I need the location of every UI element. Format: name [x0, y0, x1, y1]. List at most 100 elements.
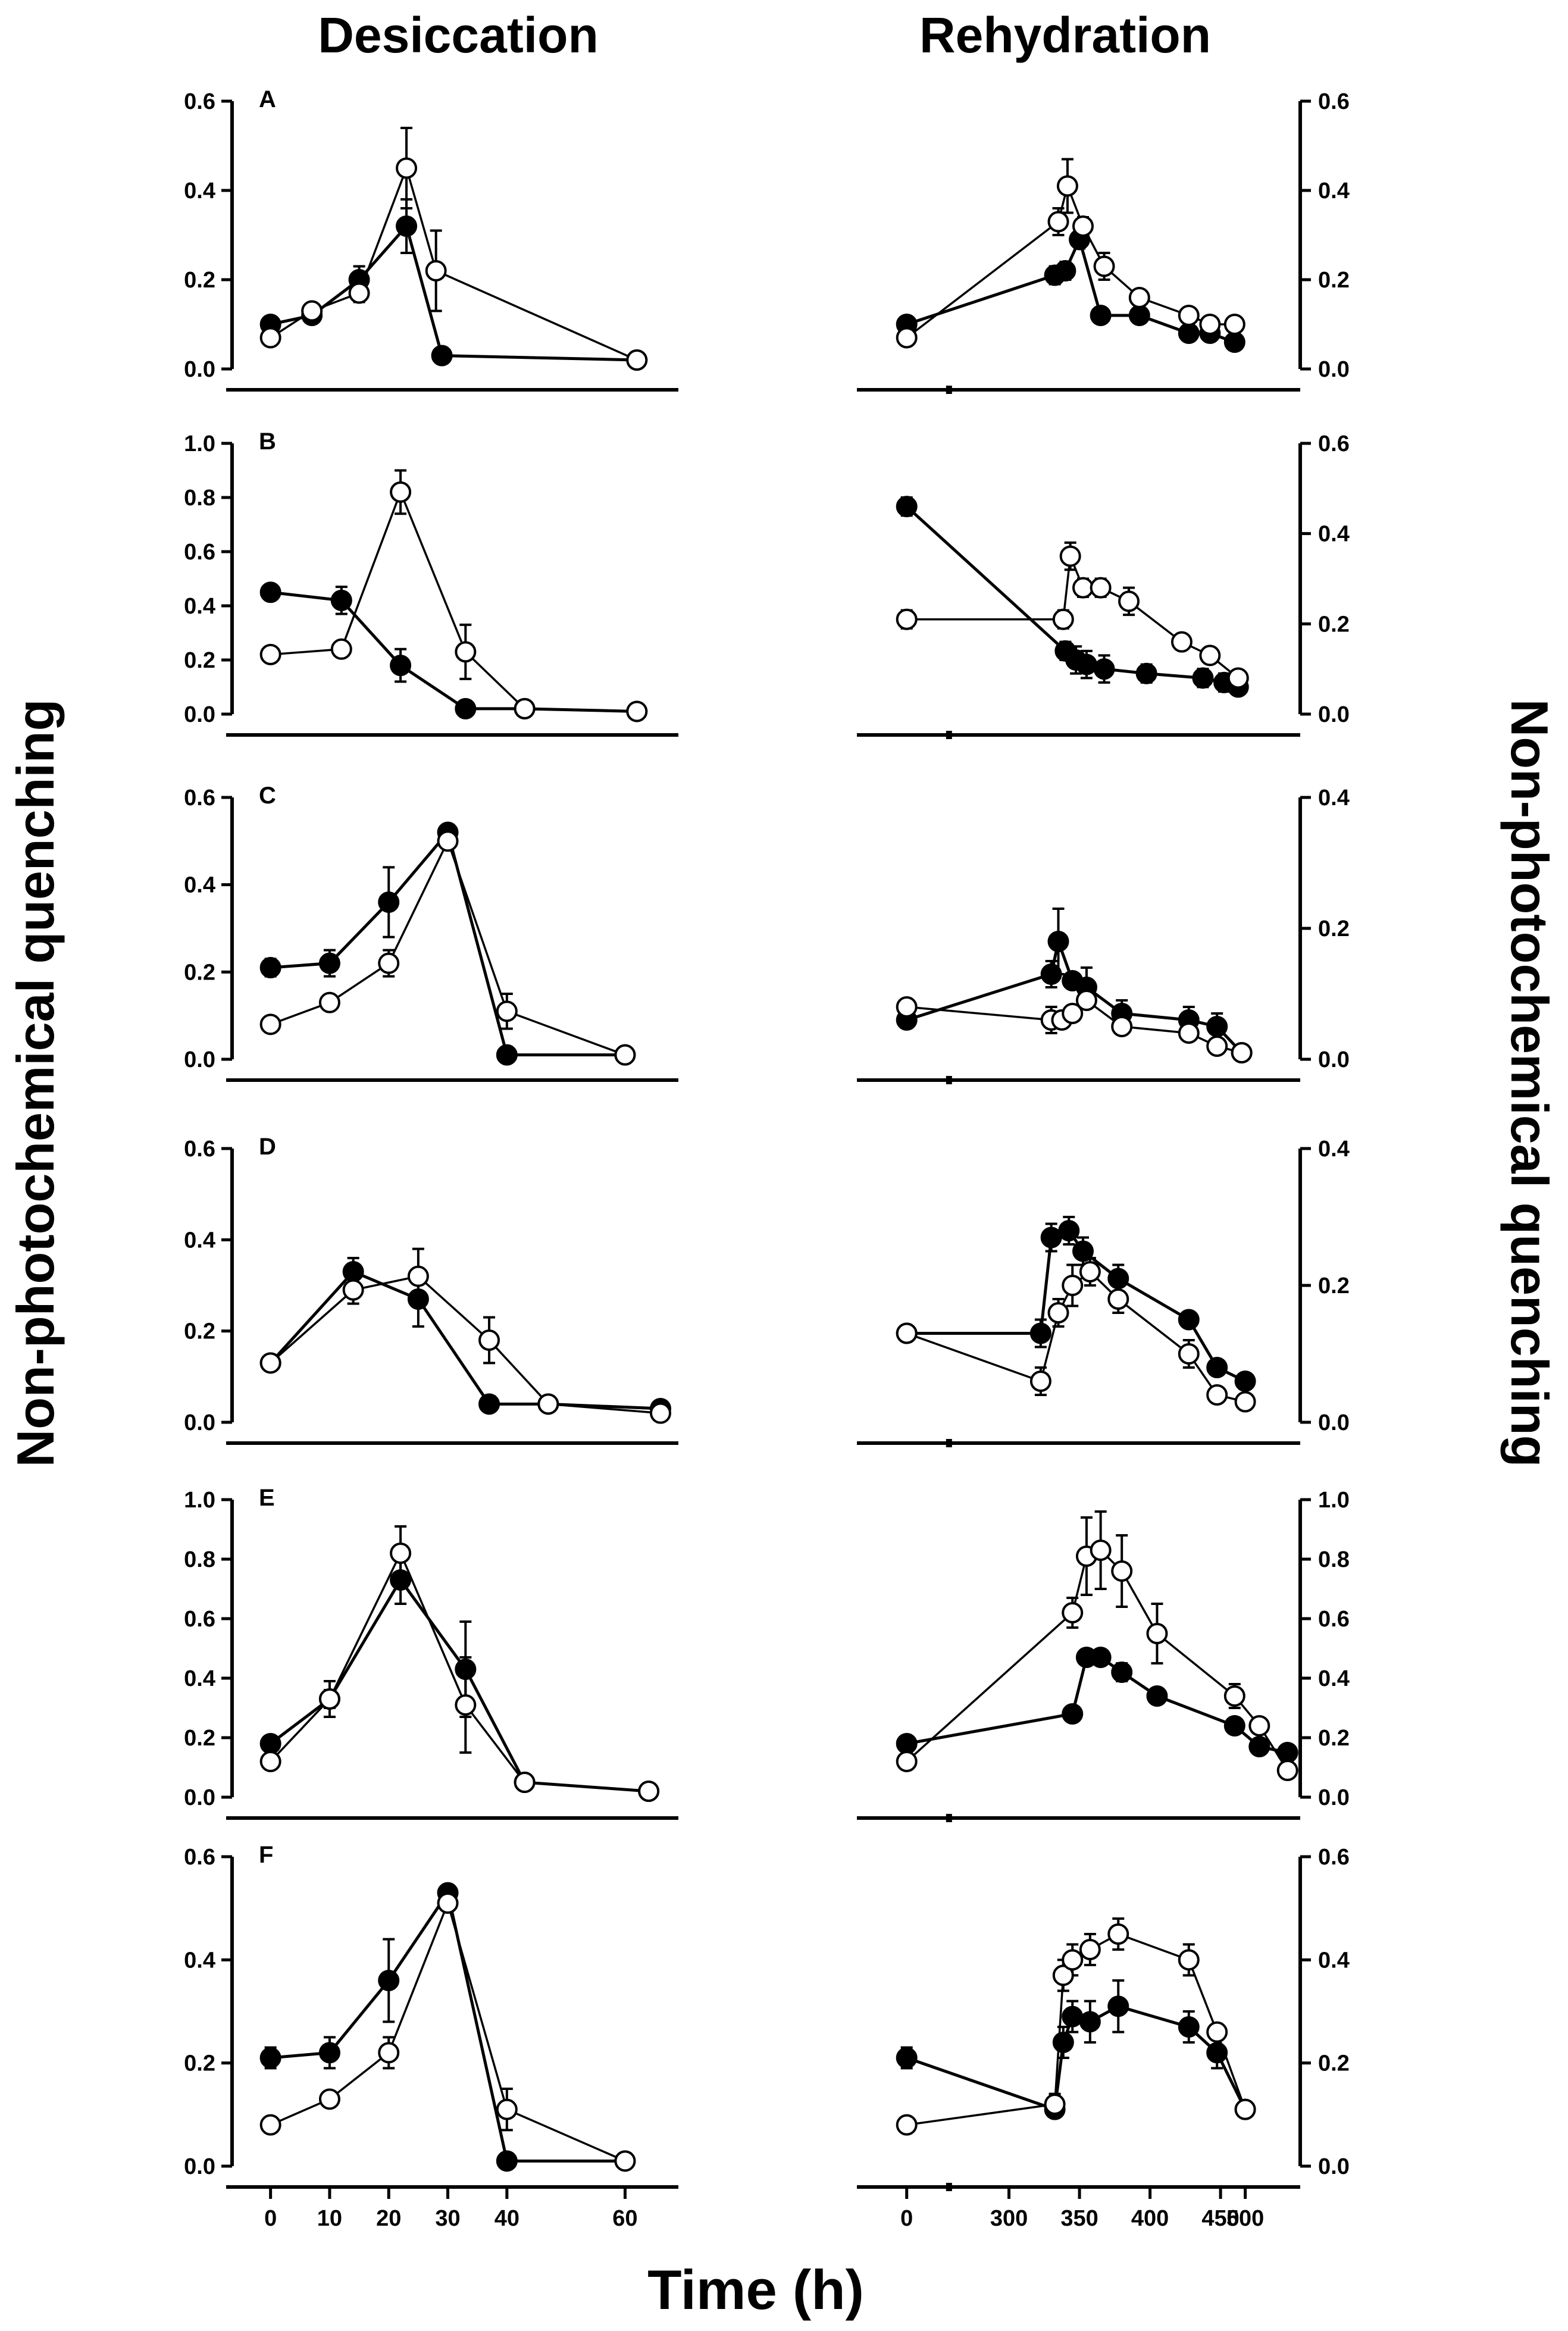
panel-e-desiccation-letter: E [259, 1485, 275, 1511]
panel-a-rehydration-ytick-label: 0.6 [1318, 89, 1350, 114]
left-column-title: Desiccation [318, 7, 599, 63]
panel-f-rehydration-xtick-label: 400 [1131, 2206, 1169, 2231]
panel-a-desiccation-ytick-label: 0.2 [184, 268, 215, 293]
panel-a-desiccation-filled-point [396, 215, 418, 237]
panel-a-rehydration-open-point [1072, 215, 1094, 237]
panel-f-desiccation-xtick-label: 20 [376, 2206, 401, 2231]
panel-c-desiccation-filled-point [378, 891, 400, 913]
panel-d-rehydration-open-point [1079, 1261, 1101, 1282]
panel-f-desiccation-xtick-label: 10 [317, 2206, 342, 2231]
panel-f-rehydration-open-point [896, 2114, 918, 2136]
panel-c-rehydration-open-point [1178, 1022, 1200, 1044]
panel-a-desiccation-filled-line [270, 223, 637, 362]
panel-f-desiccation-ytick-label: 0.2 [184, 2051, 215, 2076]
panel-a-desiccation-filled-point [431, 345, 453, 367]
panel-d-desiccation-ytick-label: 0.6 [184, 1137, 215, 1162]
panel-d-rehydration-axis-break [946, 1439, 952, 1447]
panel-f-desiccation-xtick-label: 0 [264, 2206, 277, 2231]
panel-e-rehydration-open-point [1276, 1760, 1298, 1781]
panel-e-desiccation-filled-point [259, 1733, 281, 1754]
panel-a-rehydration-filled-point [1128, 305, 1150, 326]
panel-e-desiccation: 0.0 0.2 0.4 0.6 0.8 1.0 E [184, 1485, 678, 1820]
panel-a-rehydration-open-point [1128, 287, 1150, 308]
panel-b-desiccation-filled-point [330, 589, 352, 611]
panel-c-desiccation-open-point [378, 952, 400, 974]
panel-a-desiccation-ytick-label: 0.6 [184, 89, 215, 114]
panel-b-rehydration-open-point [1118, 590, 1140, 612]
panel-a-rehydration-open-point [1093, 255, 1115, 277]
panel-c-rehydration-filled-point [1206, 1016, 1228, 1037]
panel-b-desiccation-open-point [455, 641, 477, 663]
panel-e-rehydration-filled-point [1223, 1715, 1245, 1736]
panel-c-desiccation-ytick-label: 0.4 [184, 873, 215, 898]
panel-b-desiccation-ytick-label: 0.6 [184, 540, 215, 565]
panel-d-desiccation-open-point [342, 1279, 364, 1301]
panel-e-rehydration-ytick-label: 0.6 [1318, 1607, 1350, 1632]
right-column-title: Rehydration [919, 7, 1211, 63]
panel-d-rehydration-filled-point [1029, 1322, 1051, 1344]
panel-b-rehydration-open-point [1072, 577, 1094, 599]
panel-f-rehydration-filled-point [1107, 1995, 1129, 2017]
panel-d-desiccation-filled-point [478, 1393, 500, 1415]
panel-d-rehydration-open-point [1107, 1288, 1129, 1310]
panel-d-rehydration-filled-point [1234, 1371, 1256, 1392]
panel-b-desiccation-filled-point [259, 581, 281, 603]
panel-d-rehydration-filled-point [1178, 1309, 1200, 1331]
panel-b-rehydration-axis-break [946, 731, 952, 739]
panel-f-desiccation-letter: F [259, 1842, 273, 1868]
panel-c-rehydration: 0.0 0.2 0.4 [857, 786, 1350, 1084]
panel-f-desiccation-ytick-label: 0.0 [184, 2154, 215, 2179]
panel-b-rehydration-filled-point [1192, 667, 1214, 689]
panel-c-desiccation: 0.0 0.2 0.4 0.6 C [184, 783, 678, 1082]
panel-d-rehydration-open-point [1178, 1343, 1200, 1365]
panel-c-desiccation-open-point [496, 1000, 518, 1022]
panel-f-desiccation-open-point [437, 1892, 459, 1914]
panel-d-desiccation-open-line [270, 1275, 661, 1415]
panel-c-desiccation-open-point [614, 1044, 636, 1066]
panel-f-rehydration-xtick-label: 0 [900, 2206, 913, 2231]
panel-b-desiccation-open-line [270, 489, 637, 713]
panel-e-desiccation-ytick-label: 0.4 [184, 1666, 215, 1691]
panel-e-rehydration-ytick-label: 0.2 [1318, 1726, 1350, 1751]
panel-d-rehydration-filled-point [1040, 1226, 1062, 1249]
panel-a-rehydration-open-point [1223, 314, 1245, 335]
panel-b-rehydration-ytick-label: 0.2 [1318, 612, 1350, 637]
panel-f-desiccation-open-point [378, 2042, 400, 2064]
panel-a-rehydration-filled-point [1054, 260, 1076, 281]
panel-c-desiccation-open-point [318, 991, 340, 1013]
panel-a-desiccation-open-point [301, 300, 323, 322]
panel-f-rehydration-xtick-label: 450 [1201, 2206, 1239, 2231]
panel-d-desiccation-letter: D [259, 1134, 276, 1160]
panel-c-rehydration-open-point [896, 996, 918, 1018]
panel-b-rehydration: 0.0 0.2 0.4 0.6 [857, 431, 1350, 739]
panel-f-desiccation-open-point [318, 2088, 340, 2110]
panel-b-desiccation-open-point [259, 643, 281, 665]
panel-b-rehydration-ytick-label: 0.6 [1318, 431, 1350, 456]
panel-b-rehydration-filled-point [1093, 658, 1115, 680]
panel-f-desiccation-ytick-label: 0.4 [184, 1948, 215, 1973]
panel-e-rehydration-open-point [1248, 1715, 1270, 1736]
panel-b-rehydration-open-point [1170, 631, 1193, 653]
x-axis-label: Time (h) [647, 2258, 864, 2321]
panel-e-rehydration-ytick-label: 0.4 [1318, 1666, 1350, 1691]
panel-b-desiccation-ytick-label: 0.8 [184, 486, 215, 511]
panel-a-desiccation-open-point [626, 349, 648, 371]
panel-e-rehydration-filled-point [1062, 1703, 1084, 1725]
panel-f-rehydration-axis-break [946, 2183, 952, 2191]
panel-b-desiccation-letter: B [259, 428, 276, 455]
panel-d-rehydration-ytick-label: 0.2 [1318, 1274, 1350, 1299]
panel-e-desiccation-open-point [455, 1694, 477, 1716]
panel-e-desiccation-ytick-label: 0.0 [184, 1785, 215, 1810]
panel-d-desiccation-open-point [259, 1352, 281, 1374]
panel-f-desiccation-open-point [496, 2098, 518, 2120]
panel-a-desiccation-open-point [425, 260, 447, 281]
panel-a-rehydration-open-point [896, 327, 918, 349]
panel-f-rehydration-filled-point [896, 2047, 918, 2069]
panel-d-rehydration-open-point [1029, 1371, 1051, 1392]
panel-a-rehydration-open-point [1178, 305, 1200, 326]
panel-f-desiccation-filled-point [378, 1970, 400, 1991]
panel-f-desiccation-xtick-label: 40 [495, 2206, 519, 2231]
panel-c-desiccation-ytick-label: 0.2 [184, 960, 215, 985]
panel-b-desiccation-open-point [514, 697, 536, 719]
panel-a-desiccation-ytick-label: 0.0 [184, 357, 215, 382]
